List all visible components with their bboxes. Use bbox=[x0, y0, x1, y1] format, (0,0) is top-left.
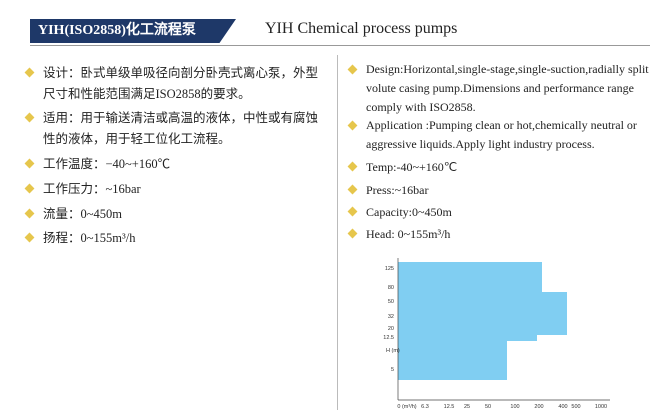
right-item: Temp:-40~+160℃ bbox=[366, 157, 653, 178]
header-rule bbox=[30, 45, 650, 46]
y-tick-label: 32 bbox=[388, 314, 394, 320]
y-axis-label: H (m) bbox=[386, 348, 400, 354]
x-tick-label: 400 bbox=[558, 404, 567, 410]
y-tick-label: 20 bbox=[388, 326, 394, 332]
divider bbox=[337, 55, 338, 410]
x-tick-label: 0 (m³/h) bbox=[397, 404, 416, 410]
right-item: Head: 0~155m³/h bbox=[366, 224, 653, 245]
left-item: 流量：0~450m bbox=[43, 204, 328, 225]
header-title-en: YIH Chemical process pumps bbox=[265, 20, 458, 37]
right-item: Press:~16bar bbox=[366, 180, 653, 201]
left-item: 工作压力：~16bar bbox=[43, 179, 328, 200]
left-item: 适用：用于输送清洁或高温的液体，中性或有腐蚀性的液体，用于轻工位化工流程。 bbox=[43, 108, 328, 150]
x-tick-label: 100 bbox=[510, 404, 519, 410]
left-item: 扬程：0~155m³/h bbox=[43, 228, 328, 249]
header-title-cn: YIH(ISO2858)化工流程泵 bbox=[30, 19, 236, 43]
x-tick-label: 500 bbox=[571, 404, 580, 410]
y-tick-label: 50 bbox=[388, 299, 394, 305]
x-tick-label: 25 bbox=[464, 404, 470, 410]
right-item: Design:Horizontal,single-stage,single-su… bbox=[366, 60, 653, 117]
right-item: Application :Pumping clean or hot,chemic… bbox=[366, 116, 653, 154]
x-tick-label: 6.3 bbox=[421, 404, 429, 410]
x-tick-label: 200 bbox=[534, 404, 543, 410]
y-tick-label: 5 bbox=[391, 367, 394, 373]
left-item: 工作温度：−40~+160℃ bbox=[43, 154, 328, 175]
y-tick-label: 80 bbox=[388, 285, 394, 291]
right-item: Capacity:0~450m bbox=[366, 202, 653, 223]
y-tick-label: 125 bbox=[385, 266, 394, 272]
x-tick-label: 1000 bbox=[595, 404, 607, 410]
y-tick-label: 12.5 bbox=[383, 335, 394, 341]
x-tick-label: 12.5 bbox=[444, 404, 455, 410]
range-area bbox=[398, 262, 567, 380]
x-tick-label: 50 bbox=[485, 404, 491, 410]
left-item: 设计：卧式单级单吸径向剖分卧壳式离心泵，外型尺寸和性能范围满足ISO2858的要… bbox=[43, 63, 328, 105]
